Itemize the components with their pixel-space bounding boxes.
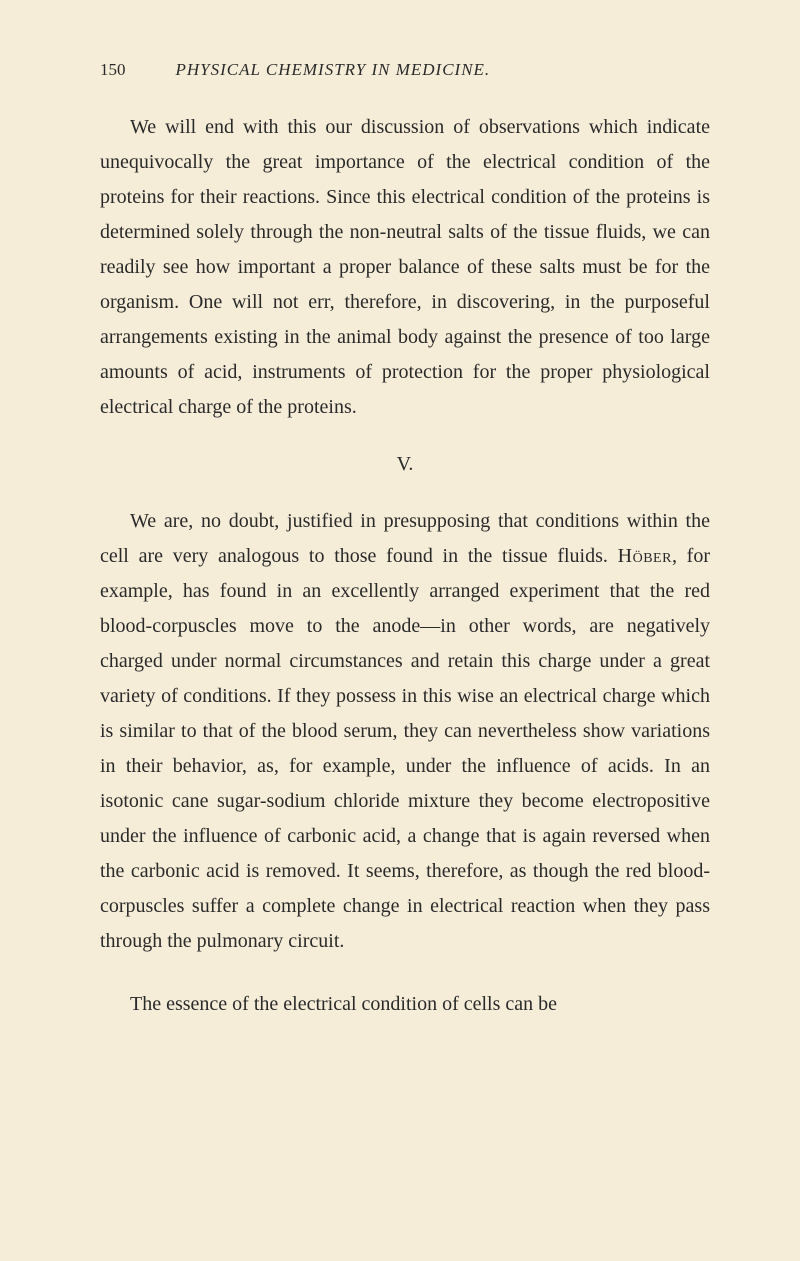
p2-post-text: , for example, has found in an excellent… — [100, 545, 710, 952]
page-header: 150 PHYSICAL CHEMISTRY IN MEDICINE. — [100, 60, 710, 80]
section-number: V. — [100, 453, 710, 476]
running-title: PHYSICAL CHEMISTRY IN MEDICINE. — [176, 60, 491, 80]
body-paragraph-3: The essence of the electrical condition … — [100, 987, 710, 1022]
body-paragraph-2: We are, no doubt, justified in presuppos… — [100, 504, 710, 959]
body-paragraph-1: We will end with this our discussion of … — [100, 110, 710, 425]
author-name-hober: Höber — [618, 545, 672, 567]
page-number: 150 — [100, 60, 126, 80]
